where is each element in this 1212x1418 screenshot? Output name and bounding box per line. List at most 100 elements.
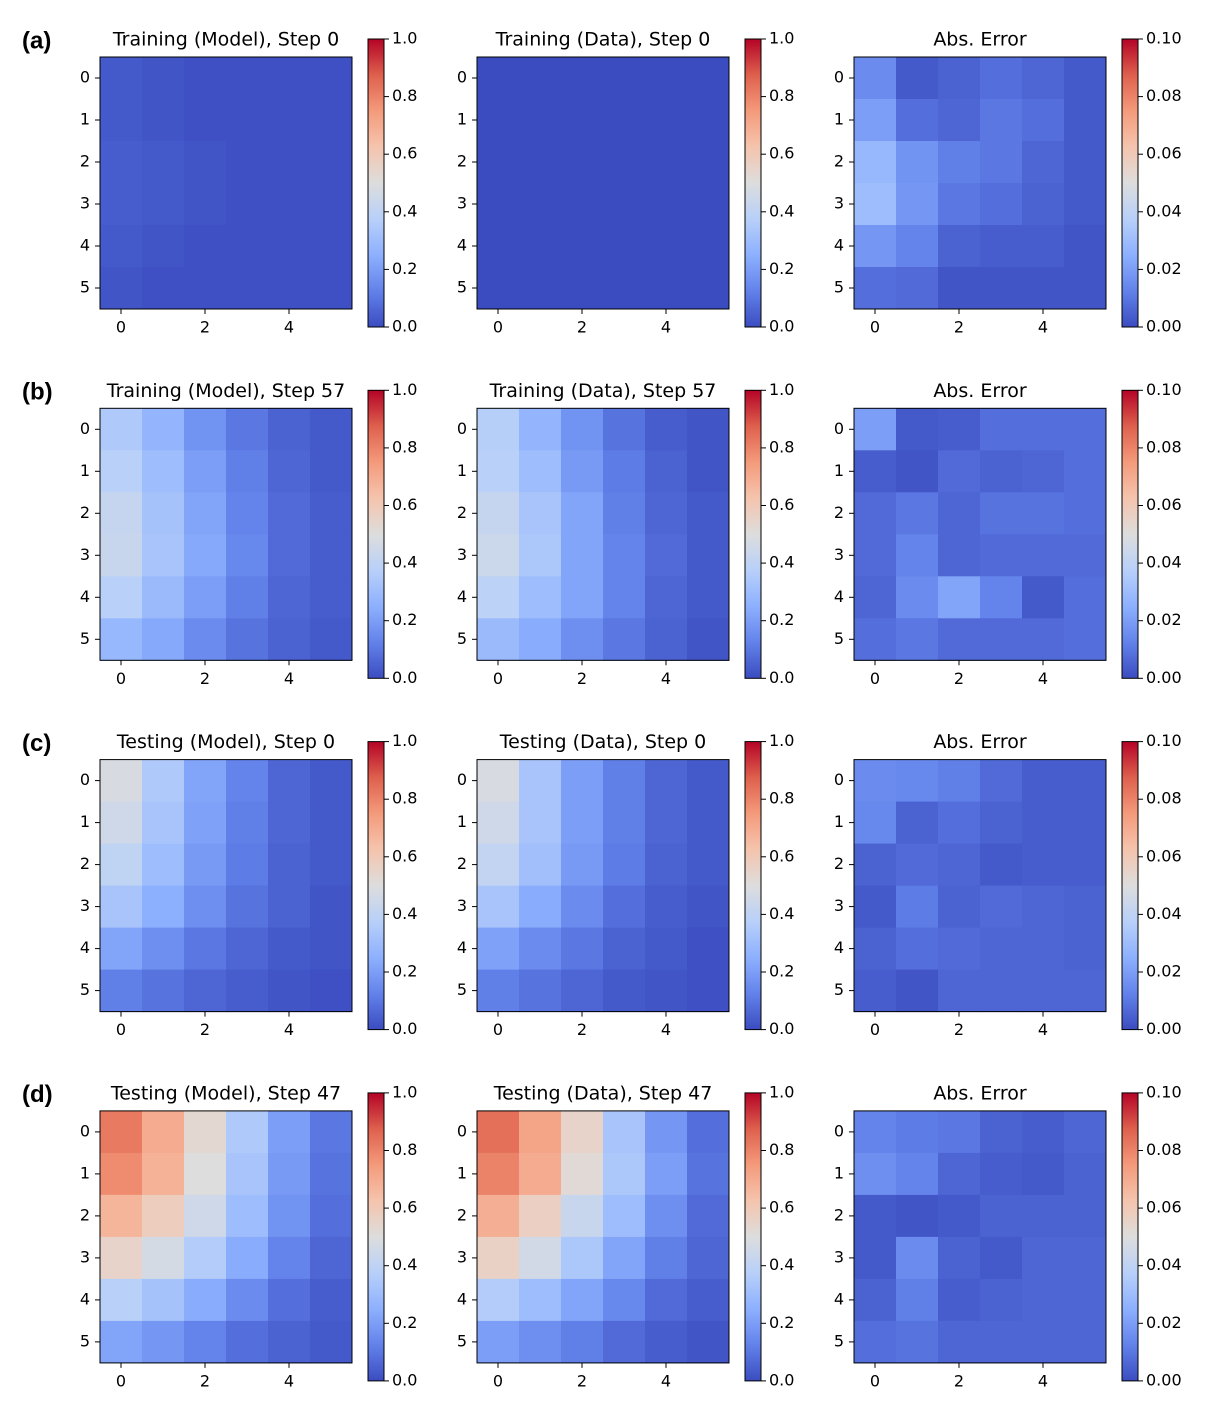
y-tick-label: 2 (457, 1205, 467, 1224)
colorbar-tick-label: 0.00 (1146, 1370, 1182, 1389)
y-tick-label: 4 (834, 587, 844, 606)
colorbar-tick-label: 1.0 (392, 1082, 417, 1101)
heatmap-cell (268, 969, 311, 1013)
heatmap-cell (100, 1236, 143, 1280)
heatmap-cell (854, 843, 897, 887)
colorbar (1121, 1092, 1139, 1382)
colorbar-tick-label: 0.0 (769, 1370, 794, 1389)
y-tick-label: 0 (80, 419, 90, 438)
y-tick-label: 0 (457, 1121, 467, 1140)
heatmap-cell (854, 618, 897, 661)
colorbar (1121, 38, 1139, 328)
y-tick-label: 5 (80, 980, 90, 999)
plot-frame (853, 56, 1107, 310)
colorbar-tick-label: 0.06 (1146, 846, 1182, 865)
colorbar-tick-label: 0.4 (769, 1255, 794, 1274)
heatmap-cell (645, 759, 688, 803)
heatmap-cell (561, 267, 604, 310)
heatmap-cell (603, 534, 646, 577)
heatmap-cell (603, 1278, 646, 1322)
y-tick-label: 2 (834, 1205, 844, 1224)
heatmap-cell (561, 492, 604, 535)
heatmap-cell (100, 99, 143, 142)
colorbar-tick-label: 0.0 (392, 668, 417, 687)
x-tick-label: 4 (1038, 318, 1048, 337)
heatmap-cell (561, 1194, 604, 1238)
x-tick-label: 2 (577, 1371, 587, 1390)
heatmap-cell (603, 843, 646, 887)
colorbar (744, 741, 762, 1031)
colorbar-tick-label: 0.4 (392, 1255, 417, 1274)
heatmap-cell (603, 1152, 646, 1196)
colorbar-tick-label: 0.8 (769, 1140, 794, 1159)
heatmap-cell (310, 57, 353, 100)
heatmap-cell (854, 183, 897, 226)
heatmap-cell (645, 618, 688, 661)
heatmap-cell (519, 801, 562, 845)
heatmap-cell (310, 450, 353, 493)
y-tick-label: 4 (834, 1289, 844, 1308)
heatmap-cell (519, 1194, 562, 1238)
heatmap-cell (184, 225, 227, 268)
heatmap-cell (226, 1236, 269, 1280)
y-tick-label: 3 (80, 194, 90, 213)
heatmap-cell (226, 969, 269, 1013)
heatmap-cell (268, 1110, 311, 1154)
y-tick-label: 2 (834, 854, 844, 873)
heatmap-cell (226, 1320, 269, 1364)
heatmap-cell (1064, 843, 1107, 887)
y-tick-label: 4 (80, 587, 90, 606)
colorbar-tick-label: 0.10 (1146, 380, 1182, 399)
heatmap-cell (226, 450, 269, 493)
heatmap-cell (226, 267, 269, 310)
heatmap-cell (645, 57, 688, 100)
heatmap-cell (184, 1278, 227, 1322)
heatmap-cell (980, 1110, 1023, 1154)
heatmap-cell (980, 1278, 1023, 1322)
heatmap-cell (561, 885, 604, 929)
plot-frame (99, 407, 353, 661)
heatmap-cell (854, 1236, 897, 1280)
heatmap-cell (184, 57, 227, 100)
heatmap-cell (100, 969, 143, 1013)
heatmap-cell (184, 1320, 227, 1364)
y-tick-label: 2 (80, 854, 90, 873)
heatmap-cell (938, 1320, 981, 1364)
heatmap-cell (1022, 576, 1065, 619)
heatmap-cell (896, 1194, 939, 1238)
y-tick-label: 5 (834, 980, 844, 999)
heatmap-cell (100, 183, 143, 226)
y-tick-label: 5 (80, 278, 90, 297)
heatmap-cell (477, 969, 520, 1013)
colorbar-tick-label: 0.04 (1146, 904, 1182, 923)
heatmap-cell (142, 1110, 185, 1154)
plot-frame (476, 1110, 730, 1364)
heatmap-cell (938, 1236, 981, 1280)
heatmap-cell (1022, 450, 1065, 493)
heatmap-cell (100, 576, 143, 619)
chart-title: Testing (Model), Step 47 (110, 1082, 341, 1104)
x-tick-label: 2 (200, 318, 210, 337)
heatmap-cell (1022, 183, 1065, 226)
heatmap-cell (687, 99, 730, 142)
heatmap-cell (980, 759, 1023, 803)
heatmap-cell (142, 225, 185, 268)
heatmap-cell (268, 1236, 311, 1280)
colorbar-tick-label: 0.02 (1146, 259, 1182, 278)
heatmap-cell (142, 1236, 185, 1280)
heatmap-cell (603, 450, 646, 493)
heatmap-cell (184, 1194, 227, 1238)
heatmap-cell (100, 534, 143, 577)
heatmap-cell (687, 225, 730, 268)
heatmap-cell (142, 1194, 185, 1238)
plot-frame (476, 759, 730, 1013)
heatmap-cell (519, 267, 562, 310)
heatmap-cell (1064, 99, 1107, 142)
heatmap-cell (519, 408, 562, 451)
heatmap-cell (310, 969, 353, 1013)
heatmap-cell (687, 1152, 730, 1196)
heatmap-cell (854, 450, 897, 493)
heatmap-cell (896, 267, 939, 310)
heatmap-cell (603, 1110, 646, 1154)
heatmap-cell (100, 1110, 143, 1154)
